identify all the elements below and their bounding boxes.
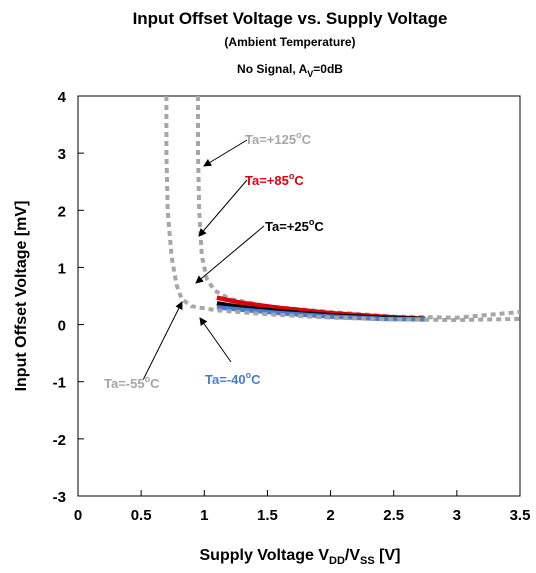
annotation-minus55c-deg: o: [145, 374, 151, 384]
y-tick-label: 2: [58, 203, 66, 220]
callout-arrow-2: [195, 225, 265, 284]
x-tick-label: 0.5: [131, 507, 152, 524]
chart-condition: No Signal, AV=0dB: [237, 62, 343, 79]
callout-arrow-0: [203, 139, 248, 167]
condition-text: No Signal, A: [237, 62, 308, 76]
annotation-85c-unit: C: [294, 173, 304, 188]
annotation-minus55c-text: Ta=-55: [104, 376, 145, 391]
y-tick-label: -2: [53, 432, 66, 449]
x-tick-label: 3.5: [510, 507, 531, 524]
condition-suffix: =0dB: [313, 62, 343, 76]
x-axis-label-main: Supply Voltage V: [200, 547, 330, 564]
y-tick-label: -3: [53, 489, 66, 506]
x-axis-label-sub2: SS: [360, 555, 375, 567]
tick-group: 0 0.5 1 1.5 2 2.5 3 3.5 -3 -2 -1 0 1 2 3 4: [53, 89, 531, 524]
x-axis-label-mid: /V: [345, 547, 360, 564]
annotation-85c: Ta=+85oC: [245, 171, 304, 188]
callout-arrow-3: [199, 317, 232, 363]
x-tick-label: 2.5: [383, 507, 404, 524]
annotation-25c-deg: o: [309, 217, 315, 227]
annotation-minus55c: Ta=-55oC: [104, 374, 160, 391]
y-tick-label: -1: [53, 375, 66, 392]
annotation-125c-unit: C: [302, 132, 312, 147]
x-axis-label-sub1: DD: [329, 555, 345, 567]
callout-arrow-1: [198, 179, 248, 237]
y-tick-label: 4: [58, 89, 67, 106]
annotation-minus55c-unit: C: [150, 376, 160, 391]
annotation-125c-deg: o: [296, 130, 302, 140]
chart-subtitle: (Ambient Temperature): [224, 35, 355, 49]
annotation-minus40c-deg: o: [246, 370, 252, 380]
annotation-85c-deg: o: [289, 171, 295, 181]
annotation-minus40c-text: Ta=-40: [205, 372, 246, 387]
chart-title: Input Offset Voltage vs. Supply Voltage: [133, 9, 448, 28]
y-tick-label: 3: [58, 146, 66, 163]
x-axis-label: Supply Voltage VDD/VSS [V]: [200, 547, 401, 567]
annotation-minus40c-unit: C: [251, 372, 261, 387]
x-tick-label: 3: [453, 507, 461, 524]
annotation-125c-text: Ta=+125: [245, 132, 296, 147]
y-tick-label: 1: [58, 260, 66, 277]
x-tick-label: 2: [326, 507, 334, 524]
y-tick-label: 0: [58, 318, 66, 335]
arrow-group: [142, 139, 265, 381]
x-tick-label: 0: [74, 507, 82, 524]
plot-area: [77, 95, 521, 497]
annotation-minus40c: Ta=-40oC: [205, 370, 261, 387]
condition-sub: V: [307, 69, 313, 79]
series-group: [164, 96, 521, 322]
x-tick-label: 1: [200, 507, 208, 524]
callout-arrow-4: [142, 301, 183, 381]
series-line-4: [164, 96, 521, 322]
annotation-25c-unit: C: [314, 219, 324, 234]
x-tick-label: 1.5: [257, 507, 278, 524]
annotation-85c-text: Ta=+85: [245, 173, 289, 188]
annotation-25c-text: Ta=+25: [265, 219, 309, 234]
annotation-25c: Ta=+25oC: [265, 217, 324, 234]
x-axis-label-tail: [V]: [375, 547, 401, 564]
y-axis-label: Input Offset Voltage [mV]: [13, 201, 30, 392]
annotation-125c: Ta=+125oC: [245, 130, 312, 147]
